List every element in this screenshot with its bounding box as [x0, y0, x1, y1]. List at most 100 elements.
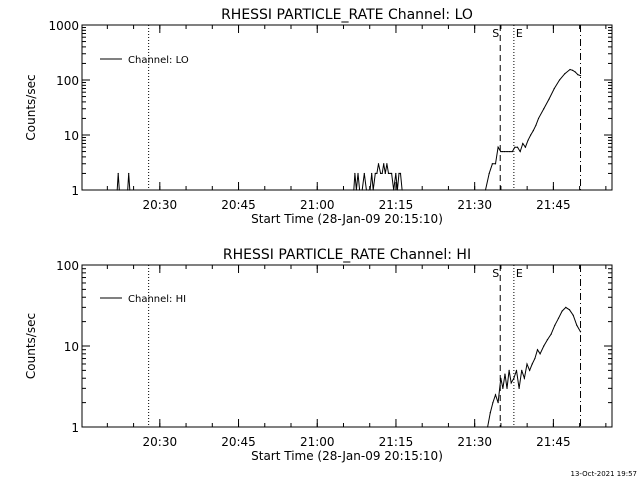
- marker-label: S: [492, 267, 499, 280]
- data-point: [484, 189, 487, 191]
- data-point: [127, 189, 129, 191]
- data-point: [383, 163, 385, 165]
- x-tick-label: 20:45: [221, 435, 256, 449]
- data-point: [358, 189, 361, 191]
- x-tick-label: 21:00: [300, 198, 335, 212]
- marker-label: S: [492, 27, 499, 40]
- data-point: [529, 369, 531, 371]
- data-point: [379, 172, 382, 175]
- data-point: [500, 150, 502, 153]
- data-point: [371, 172, 373, 175]
- data-point: [553, 87, 555, 90]
- series-line-channel-hi: [487, 306, 581, 428]
- data-point: [510, 382, 512, 384]
- data-point: [387, 172, 390, 175]
- data-point: [561, 310, 563, 312]
- data-point: [367, 189, 370, 191]
- data-point: [568, 309, 571, 311]
- data-point: [548, 98, 550, 100]
- data-point: [401, 189, 403, 191]
- x-tick-label: 20:45: [221, 198, 256, 212]
- data-point: [569, 68, 571, 71]
- data-point: [579, 75, 582, 77]
- data-point: [514, 146, 516, 148]
- data-point: [524, 146, 527, 148]
- x-tick-label: 21:30: [457, 198, 492, 212]
- plot-frame: [81, 24, 613, 191]
- data-point: [576, 324, 578, 326]
- data-point: [357, 172, 359, 175]
- series-line-channel-lo: [353, 163, 403, 191]
- data-point: [381, 172, 383, 175]
- data-point: [494, 163, 497, 165]
- data-point: [518, 387, 520, 389]
- x-axis-label: Start Time (28-Jan-09 20:15:10): [251, 449, 443, 463]
- data-point: [369, 189, 371, 191]
- y-tick-label: 1: [71, 184, 79, 198]
- chart-title: RHESSI PARTICLE_RATE Channel: HI: [223, 247, 471, 263]
- data-point: [497, 146, 499, 148]
- data-point: [491, 163, 493, 165]
- x-tick-label: 20:30: [143, 435, 178, 449]
- data-point: [355, 189, 358, 191]
- y-axis-label: Counts/sec: [24, 313, 38, 379]
- data-point: [564, 73, 566, 75]
- x-tick-label: 21:15: [379, 198, 414, 212]
- data-point: [522, 142, 524, 145]
- data-point: [558, 79, 561, 81]
- data-point: [557, 317, 560, 319]
- data-point: [396, 189, 398, 191]
- data-point: [386, 163, 388, 165]
- chart-title: RHESSI PARTICLE_RATE Channel: LO: [221, 7, 473, 23]
- data-point: [492, 402, 494, 404]
- data-point: [361, 189, 363, 191]
- x-tick-label: 20:30: [143, 198, 178, 212]
- data-point: [118, 189, 120, 191]
- x-tick-label: 21:45: [536, 435, 571, 449]
- y-axis-label: Counts/sec: [24, 74, 38, 140]
- data-point: [509, 150, 511, 153]
- data-point: [521, 369, 523, 371]
- data-point: [497, 402, 499, 404]
- data-point: [391, 172, 393, 175]
- marker-label: E: [516, 267, 523, 280]
- data-point: [500, 377, 502, 379]
- x-axis-label: Start Time (28-Jan-09 20:15:10): [251, 212, 443, 226]
- data-point: [577, 74, 579, 76]
- series-line-channel-lo: [116, 173, 131, 191]
- data-point: [354, 172, 356, 175]
- data-point: [534, 357, 536, 360]
- data-point: [535, 124, 537, 126]
- data-point: [506, 150, 508, 153]
- data-point: [537, 117, 540, 120]
- data-point: [372, 189, 374, 191]
- data-point: [572, 314, 574, 316]
- data-point: [117, 172, 119, 175]
- data-point: [508, 369, 510, 371]
- data-point: [530, 134, 532, 136]
- data-point: [515, 369, 518, 371]
- x-tick-label: 21:30: [457, 435, 492, 449]
- data-point: [494, 394, 497, 396]
- data-point: [376, 172, 378, 175]
- data-point: [377, 163, 380, 165]
- data-point: [536, 349, 539, 351]
- data-point: [129, 189, 131, 191]
- data-point: [374, 172, 376, 175]
- data-point: [384, 172, 386, 175]
- y-tick-label: 1: [71, 421, 79, 435]
- data-point: [393, 189, 395, 191]
- marker-label: E: [516, 27, 523, 40]
- y-tick-label: 100: [56, 259, 79, 273]
- y-tick-label: 100: [56, 74, 79, 88]
- data-point: [574, 71, 576, 73]
- data-point: [519, 150, 521, 153]
- data-point: [513, 377, 515, 379]
- data-point: [565, 306, 567, 308]
- data-point: [487, 426, 489, 428]
- data-point: [572, 69, 574, 71]
- data-point: [489, 412, 491, 414]
- data-point: [506, 387, 508, 389]
- x-tick-label: 21:15: [379, 435, 414, 449]
- data-point: [531, 363, 533, 365]
